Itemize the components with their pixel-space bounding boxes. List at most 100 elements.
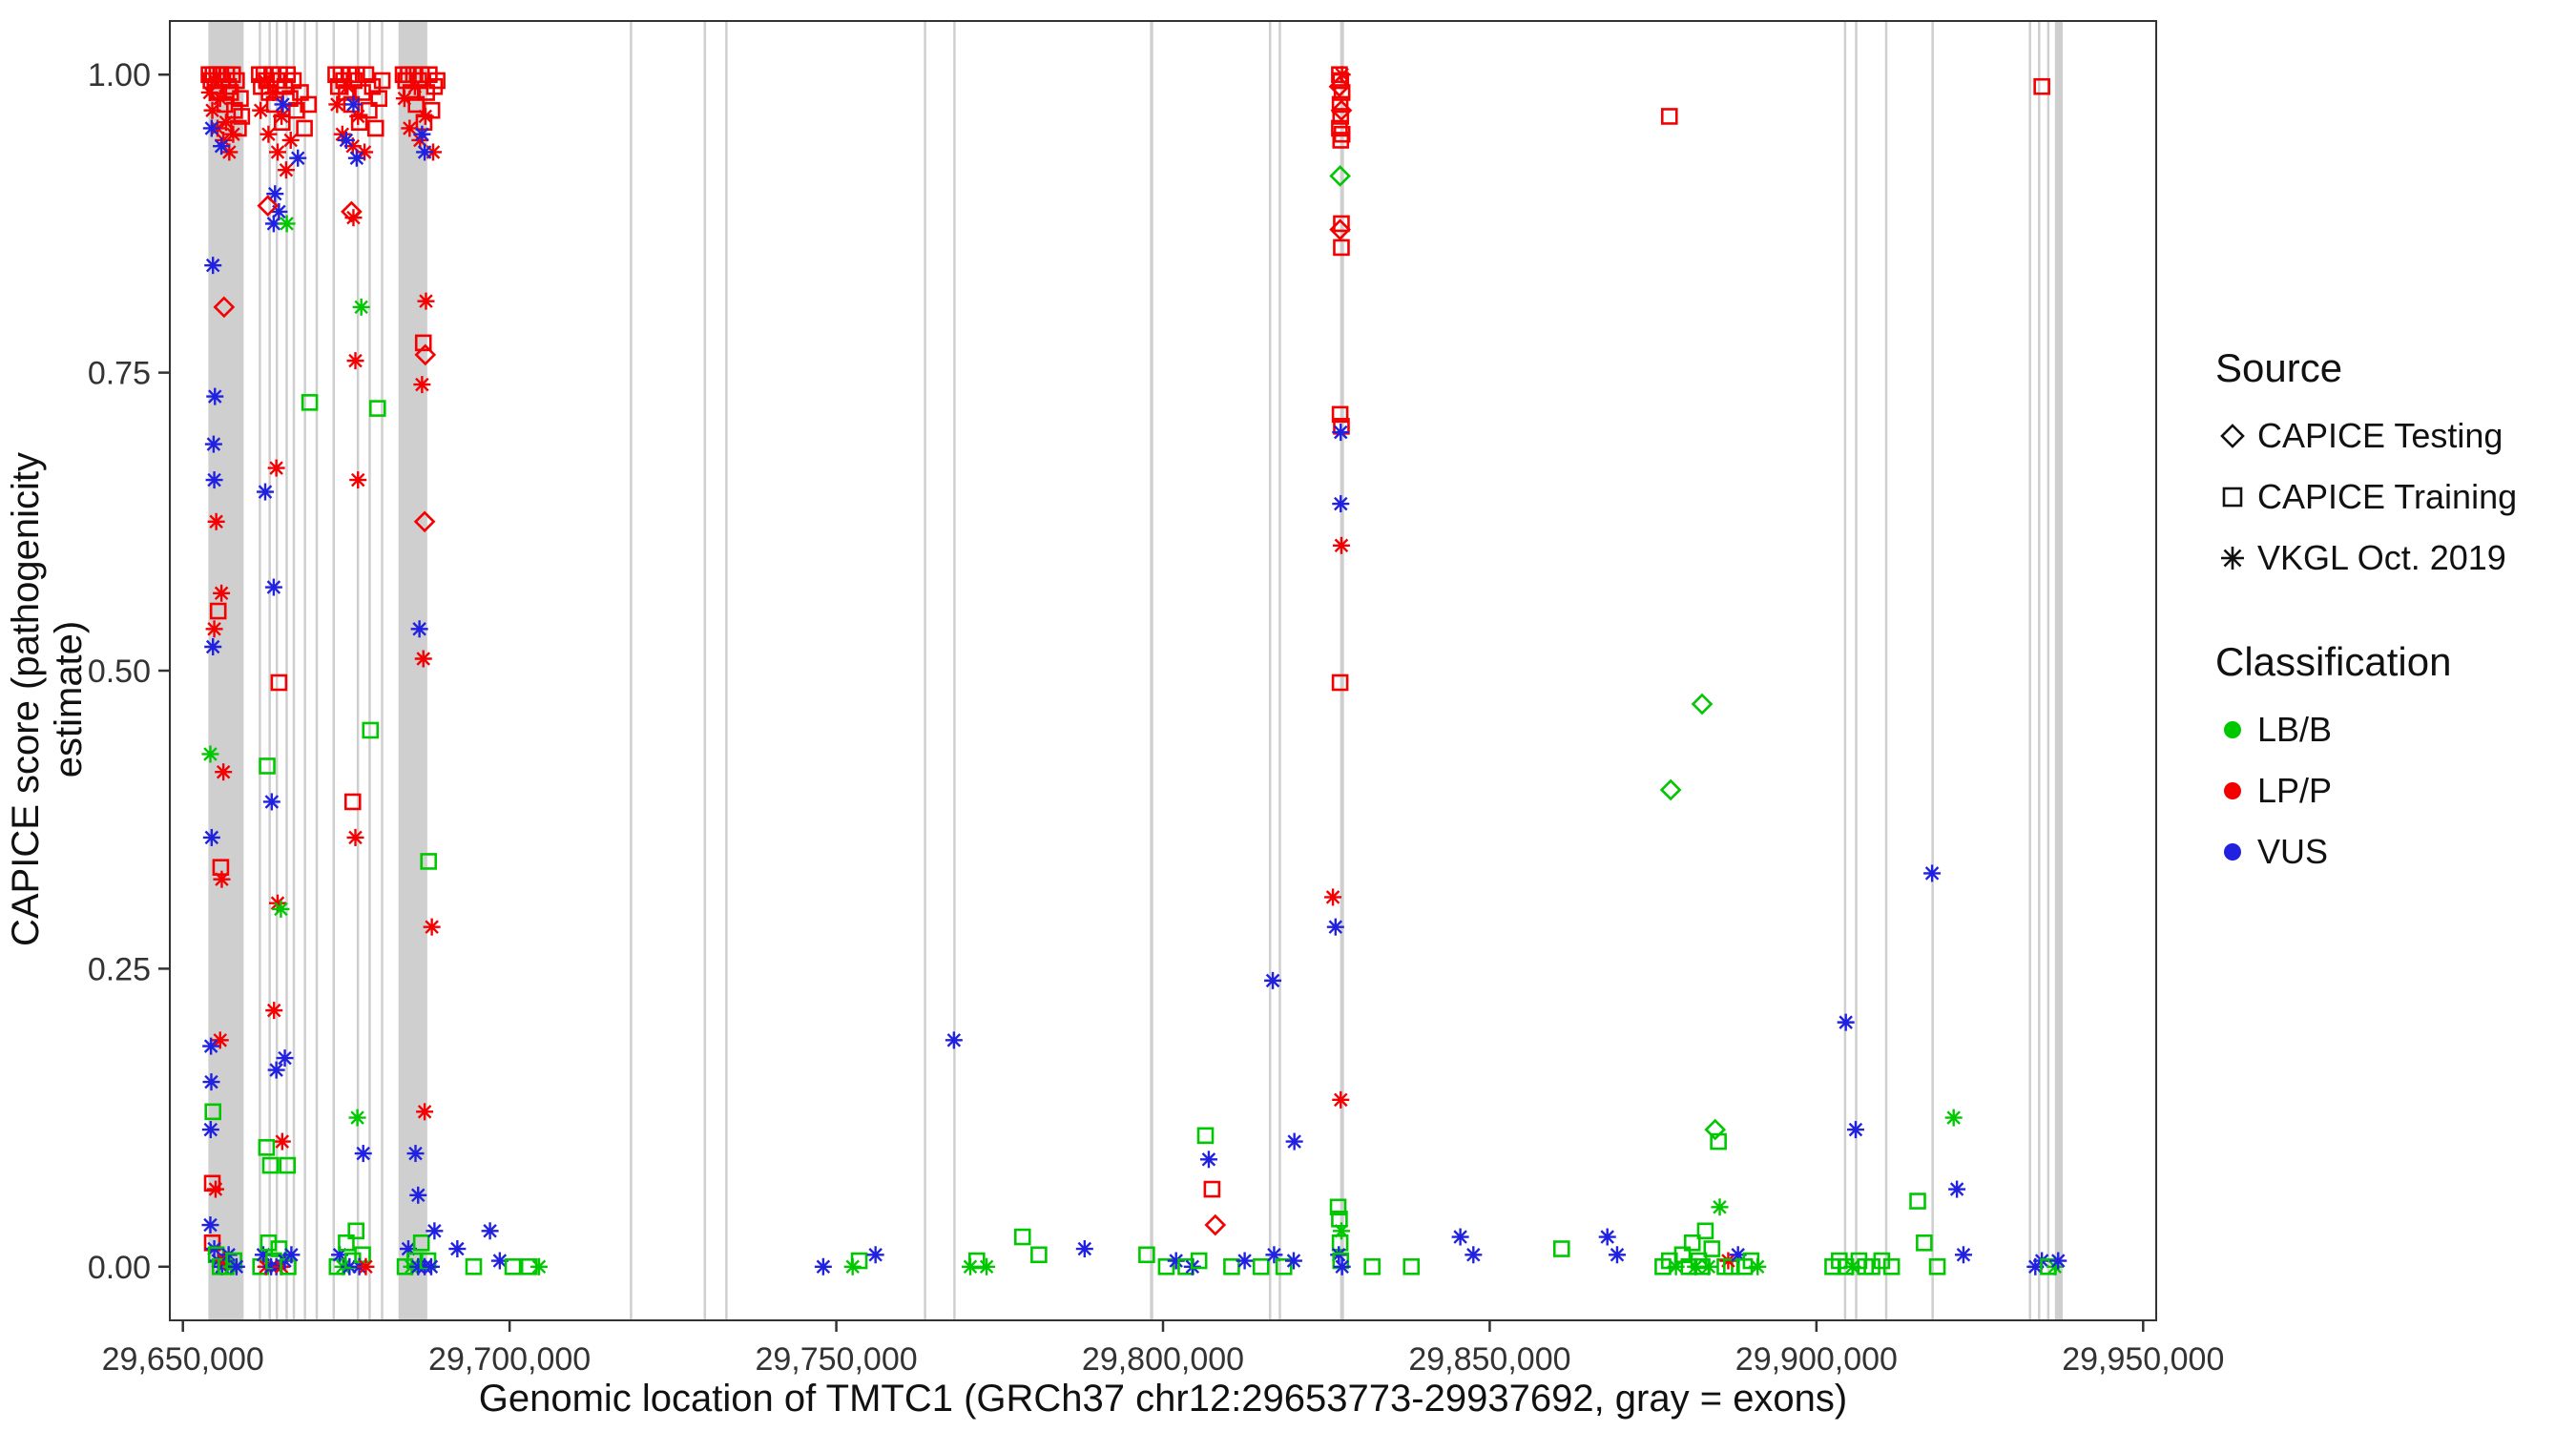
data-point	[1924, 866, 1940, 881]
data-point	[209, 514, 223, 529]
data-point	[1331, 1234, 1349, 1252]
data-point	[205, 103, 219, 117]
legend-item-label: CAPICE Testing	[2257, 416, 2503, 455]
data-point	[1333, 215, 1350, 233]
data-point	[1453, 1230, 1467, 1244]
data-point	[1237, 1254, 1252, 1268]
y-tick-label: 0.25	[88, 951, 151, 987]
data-point	[370, 90, 387, 108]
data-point	[1138, 1246, 1155, 1264]
data-point	[356, 1146, 370, 1161]
data-point	[1946, 1110, 1961, 1125]
data-point	[270, 896, 285, 910]
legend-classification-block: Classification LB/B LP/P VUS	[2215, 639, 2570, 872]
data-point	[1703, 1240, 1721, 1257]
data-point	[275, 1134, 290, 1149]
data-point	[397, 91, 412, 106]
exon-band	[1884, 21, 1888, 1320]
data-point	[417, 145, 432, 159]
data-point	[1013, 1228, 1031, 1246]
diamond-open-icon	[2215, 419, 2257, 453]
data-point	[264, 795, 280, 809]
x-tick-label: 29,800,000	[1082, 1341, 1244, 1378]
data-point	[357, 145, 372, 159]
data-point	[368, 400, 386, 417]
data-point	[1328, 920, 1343, 934]
exon-band	[725, 21, 728, 1320]
legend-item-label: LB/B	[2257, 710, 2333, 749]
data-point	[1363, 1257, 1381, 1275]
data-point	[1882, 1257, 1901, 1275]
data-point	[968, 1252, 986, 1270]
green-dot-icon	[2215, 713, 2257, 747]
data-point	[1552, 1240, 1570, 1257]
data-point	[276, 97, 290, 112]
data-point	[1201, 1152, 1216, 1167]
data-point	[354, 300, 368, 315]
data-point	[222, 145, 237, 159]
data-point	[204, 1074, 218, 1089]
data-point	[345, 138, 361, 154]
data-point	[347, 1222, 364, 1240]
data-point	[1909, 1192, 1926, 1210]
data-point	[346, 97, 361, 112]
data-point	[1157, 1257, 1175, 1275]
data-point	[268, 186, 282, 201]
data-point	[1190, 1252, 1208, 1270]
exon-band	[285, 21, 288, 1320]
data-point	[1203, 1180, 1221, 1198]
exon-band	[703, 21, 707, 1320]
data-point	[346, 210, 361, 225]
data-point	[1331, 95, 1349, 114]
data-point	[349, 151, 364, 165]
legend-item-lpp: LP/P	[2215, 771, 2570, 811]
exon-band	[275, 21, 279, 1320]
data-point	[213, 91, 227, 106]
data-point	[258, 485, 273, 499]
data-point	[229, 1259, 244, 1275]
data-point	[419, 1252, 437, 1270]
data-point	[946, 1033, 962, 1047]
data-point	[1848, 1122, 1863, 1137]
data-point	[816, 1259, 831, 1275]
data-point	[373, 72, 391, 90]
x-tick-label: 29,650,000	[102, 1341, 264, 1378]
data-point	[259, 757, 276, 775]
data-point	[205, 639, 220, 654]
data-point	[274, 902, 288, 917]
data-point	[411, 1188, 426, 1203]
data-point	[338, 1234, 355, 1252]
exon-band	[268, 21, 271, 1320]
exon-band	[381, 21, 384, 1320]
exon-band	[2038, 21, 2041, 1320]
exon-band	[924, 21, 926, 1320]
data-point	[214, 586, 229, 601]
data-point	[1839, 1015, 1853, 1029]
data-point	[203, 1039, 218, 1053]
legend-item-capice-training: CAPICE Training	[2215, 477, 2570, 517]
data-point	[253, 103, 268, 117]
data-point	[1750, 1259, 1765, 1275]
data-point	[283, 133, 298, 148]
data-point	[2051, 1254, 2066, 1268]
data-point	[208, 1182, 223, 1196]
data-point	[416, 652, 430, 666]
data-point	[1701, 1259, 1716, 1275]
data-point	[1329, 218, 1351, 241]
data-point	[492, 1254, 508, 1268]
data-point	[1030, 1246, 1048, 1264]
data-point	[284, 1248, 299, 1262]
data-point	[213, 296, 236, 319]
legend-item-label: CAPICE Training	[2257, 477, 2518, 516]
data-point	[266, 580, 281, 594]
data-point	[868, 1248, 883, 1262]
data-point	[215, 872, 229, 886]
data-point	[1402, 1257, 1421, 1275]
y-tick-label: 0.75	[88, 356, 151, 392]
x-tick-label: 29,750,000	[755, 1341, 917, 1378]
legend-item-vkgl: VKGL Oct. 2019	[2215, 538, 2570, 578]
data-point	[301, 394, 319, 411]
data-point	[1691, 693, 1714, 716]
data-point	[265, 85, 280, 100]
